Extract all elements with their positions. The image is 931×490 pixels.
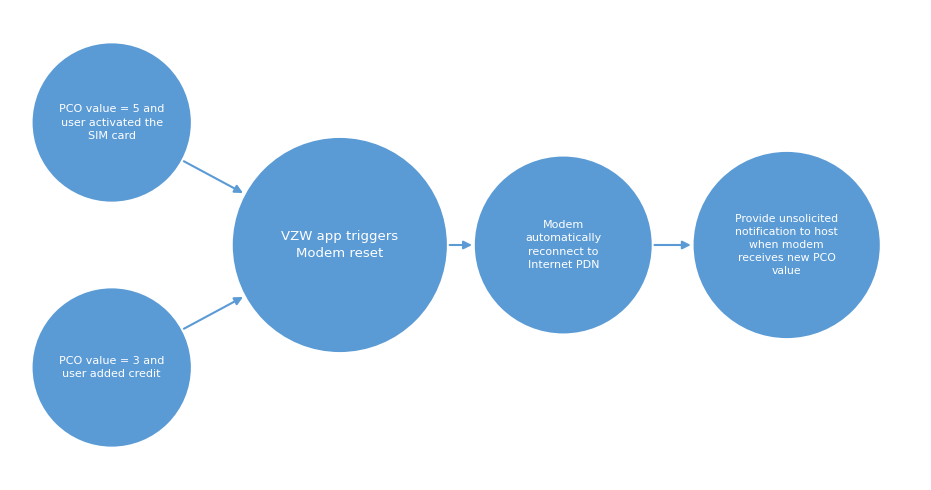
Text: PCO value = 3 and
user added credit: PCO value = 3 and user added credit xyxy=(59,356,165,379)
Ellipse shape xyxy=(33,44,191,202)
Ellipse shape xyxy=(475,157,652,334)
Text: PCO value = 5 and
user activated the
SIM card: PCO value = 5 and user activated the SIM… xyxy=(59,104,165,141)
Text: Modem
automatically
reconnect to
Internet PDN: Modem automatically reconnect to Interne… xyxy=(525,220,601,270)
Ellipse shape xyxy=(33,288,191,447)
Text: VZW app triggers
Modem reset: VZW app triggers Modem reset xyxy=(281,230,398,260)
Ellipse shape xyxy=(233,138,447,352)
Ellipse shape xyxy=(694,152,880,338)
Text: Provide unsolicited
notification to host
when modem
receives new PCO
value: Provide unsolicited notification to host… xyxy=(735,214,838,276)
